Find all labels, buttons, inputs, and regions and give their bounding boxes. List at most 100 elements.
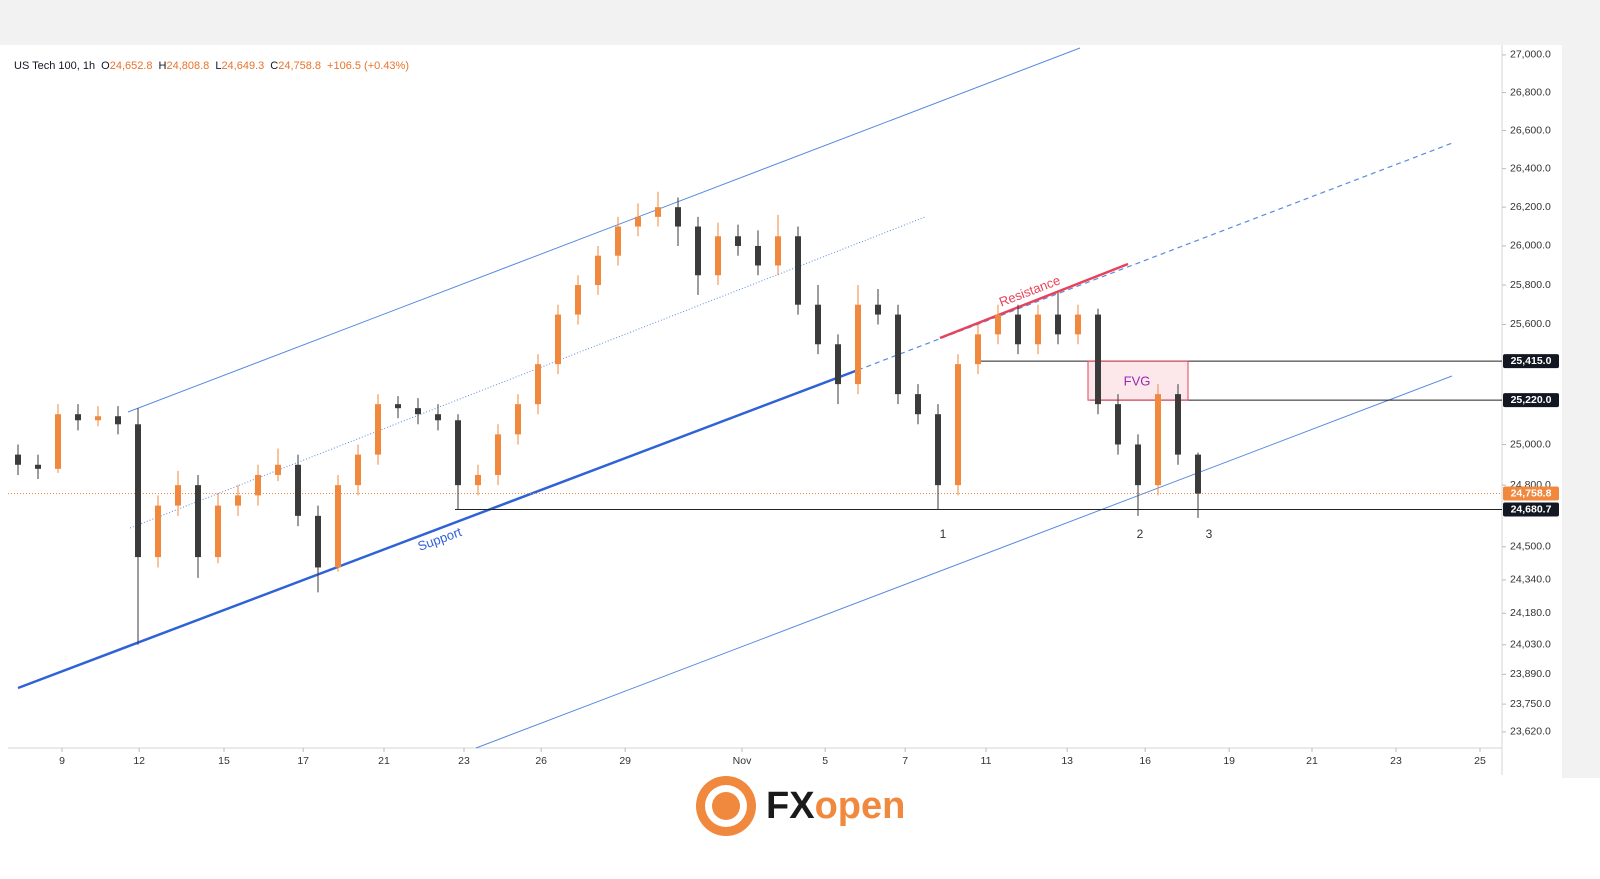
- x-tick-label: 23: [1390, 755, 1402, 767]
- candle-body: [995, 314, 1001, 335]
- y-tick-label: 26,800.0: [1510, 86, 1551, 98]
- channel-lower: [475, 375, 1453, 749]
- candle-body: [735, 236, 741, 246]
- price-label-box: [1503, 486, 1559, 501]
- y-tick-label: 25,600.0: [1510, 318, 1551, 330]
- candle-body: [115, 416, 121, 425]
- x-tick-label: Nov: [733, 755, 752, 767]
- candle-body: [375, 404, 381, 455]
- x-tick-label: 19: [1223, 755, 1235, 767]
- logo-mark-core: [712, 792, 740, 820]
- x-tick-label: 29: [619, 755, 631, 767]
- candle-body: [1015, 314, 1021, 345]
- candle-body: [1175, 394, 1181, 455]
- logo-text: FXopen: [766, 785, 905, 827]
- candle-body: [135, 424, 141, 558]
- candle-body: [175, 485, 181, 506]
- ohlc-value: 24,758.8: [278, 60, 321, 72]
- price-label: 24,758.8: [1511, 487, 1552, 499]
- price-label-box: [1503, 393, 1559, 408]
- y-tick-label: 25,000.0: [1510, 438, 1551, 450]
- candle-body: [815, 304, 821, 345]
- candle-body: [1095, 314, 1101, 405]
- channel-upper: [127, 47, 1081, 413]
- candle-body: [595, 255, 601, 286]
- ohlc-key: H: [159, 60, 167, 72]
- candle-body: [1135, 444, 1141, 486]
- fvg-box: [1087, 360, 1189, 401]
- logo-open: open: [815, 785, 906, 827]
- candle-body: [895, 314, 901, 395]
- ohlc-value: 24,649.3: [221, 60, 264, 72]
- candle-body: [615, 226, 621, 256]
- candle-body: [975, 334, 981, 365]
- price-label-box: [1503, 502, 1559, 517]
- x-tick-label: 17: [297, 755, 309, 767]
- price-label: 24,680.7: [1511, 503, 1552, 515]
- point-label: 2: [1137, 527, 1144, 541]
- candles: [15, 191, 1201, 645]
- fvg-label: FVG: [1124, 373, 1151, 388]
- x-tick-label: 21: [1306, 755, 1318, 767]
- candle-body: [1115, 404, 1121, 445]
- candle-body: [695, 226, 701, 276]
- x-tick-label: 21: [378, 755, 390, 767]
- x-tick-label: 15: [218, 755, 230, 767]
- candle-body: [155, 505, 161, 558]
- candle-body: [215, 505, 221, 558]
- point-label: 1: [940, 527, 947, 541]
- price-label: 25,220.0: [1511, 394, 1552, 406]
- ohlc-key: O: [101, 60, 110, 72]
- y-tick-label: 27,000.0: [1510, 49, 1551, 61]
- candle-body: [555, 314, 561, 365]
- candle-body: [1035, 314, 1041, 345]
- candle-body: [575, 285, 581, 315]
- candle-body: [535, 364, 541, 405]
- candle-body: [255, 474, 261, 496]
- candle-body: [75, 414, 81, 421]
- logo: FXopen: [696, 776, 905, 836]
- candle-body: [915, 394, 921, 415]
- x-tick-label: 5: [822, 755, 828, 767]
- candle-body: [795, 236, 801, 305]
- candle-body: [1155, 394, 1161, 486]
- x-tick-label: 9: [59, 755, 65, 767]
- ohlc-value: 24,808.8: [166, 60, 209, 72]
- price-label: 25,415.0: [1511, 355, 1552, 367]
- y-tick-label: 24,340.0: [1510, 574, 1551, 586]
- candle-body: [655, 207, 661, 217]
- candle-body: [675, 207, 681, 227]
- candle-body: [835, 344, 841, 385]
- ohlc-key: L: [215, 60, 221, 72]
- logo-fx: FX: [766, 785, 815, 827]
- candle-body: [475, 474, 481, 486]
- candle-body: [55, 414, 61, 469]
- candle-body: [395, 404, 401, 409]
- symbol: US Tech 100, 1h: [14, 60, 95, 72]
- candle-body: [415, 408, 421, 415]
- candle-body: [15, 454, 21, 465]
- support-extension: [857, 141, 1456, 371]
- y-tick-label: 26,000.0: [1510, 240, 1551, 252]
- y-tick-label: 26,400.0: [1510, 162, 1551, 174]
- candle-body: [95, 416, 101, 421]
- candle-body: [875, 304, 881, 315]
- point-label: 3: [1206, 527, 1213, 541]
- x-tick-label: 13: [1061, 755, 1073, 767]
- candle-body: [855, 304, 861, 385]
- x-tick-label: 7: [902, 755, 908, 767]
- candle-body: [195, 485, 201, 558]
- footer: [0, 778, 1600, 879]
- candle-body: [315, 515, 321, 568]
- y-tick-label: 24,180.0: [1510, 607, 1551, 619]
- candle-body: [715, 236, 721, 276]
- candle-body: [235, 495, 241, 506]
- x-tick-label: 26: [535, 755, 547, 767]
- y-tick-label: 23,890.0: [1510, 668, 1551, 680]
- candle-body: [35, 464, 41, 469]
- x-tick-label: 16: [1139, 755, 1151, 767]
- y-tick-label: 25,800.0: [1510, 279, 1551, 291]
- candle-body: [935, 414, 941, 486]
